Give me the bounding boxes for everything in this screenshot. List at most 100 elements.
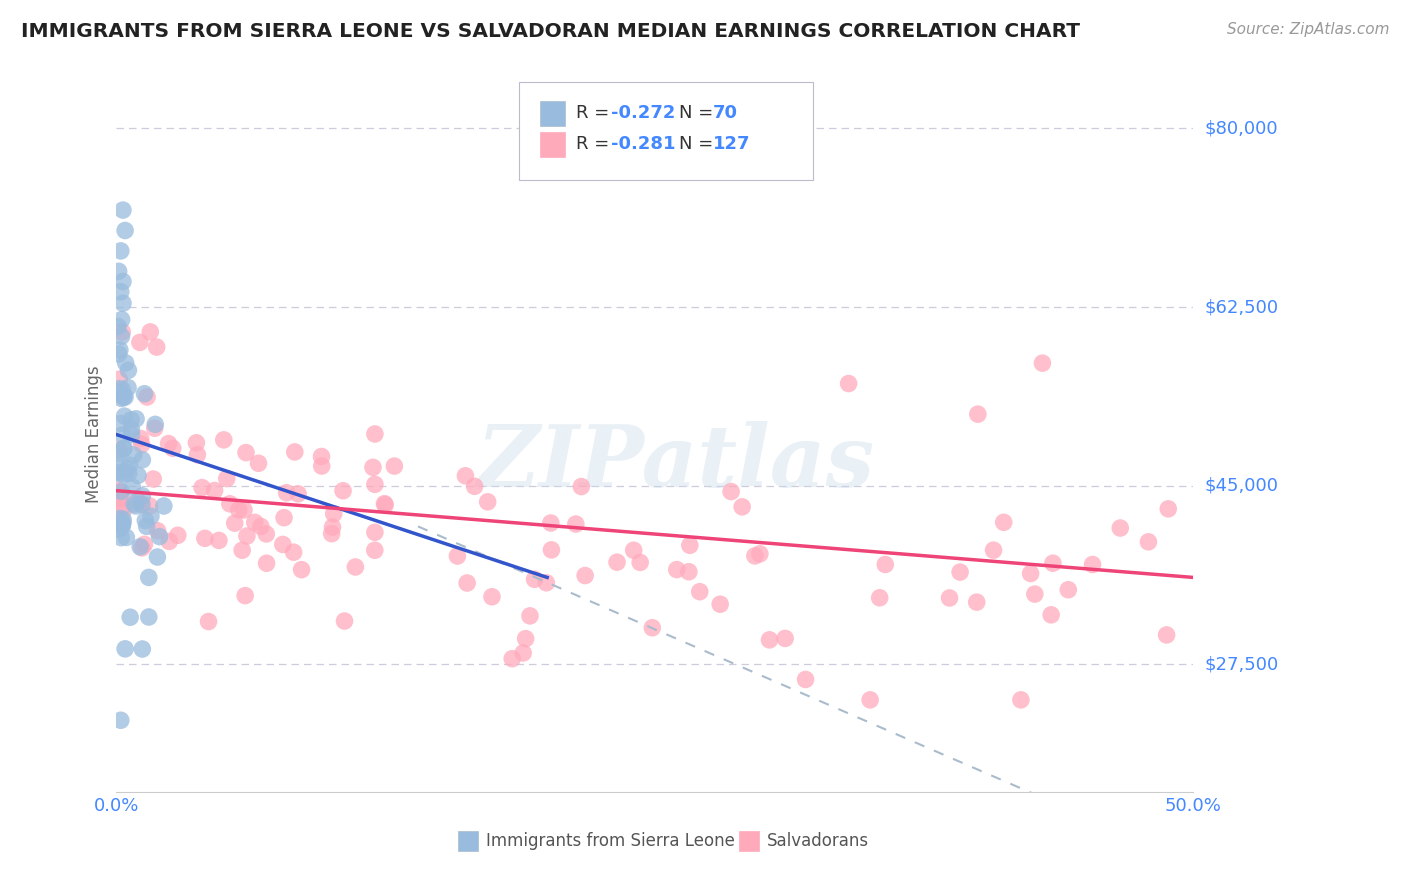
Point <box>231 543 253 558</box>
Point <box>311 450 333 464</box>
Text: 70: 70 <box>713 104 738 122</box>
Point <box>1081 558 1104 572</box>
Point <box>628 556 651 570</box>
Point <box>512 646 534 660</box>
Point <box>966 595 988 609</box>
Point <box>515 632 537 646</box>
Point <box>139 325 162 339</box>
Text: R =: R = <box>576 136 616 153</box>
Point <box>107 264 129 278</box>
Text: -0.272: -0.272 <box>612 104 676 122</box>
Text: -0.281: -0.281 <box>612 136 676 153</box>
Point <box>748 547 770 561</box>
Point <box>1057 582 1080 597</box>
Point <box>322 507 344 521</box>
Point <box>111 500 134 514</box>
Point <box>114 409 136 424</box>
Point <box>276 485 298 500</box>
Text: $80,000: $80,000 <box>1205 120 1278 137</box>
Point <box>565 516 588 531</box>
Point <box>212 433 235 447</box>
Point <box>364 543 387 558</box>
Point <box>606 555 628 569</box>
Point <box>115 530 138 544</box>
Point <box>273 510 295 524</box>
Point <box>373 497 395 511</box>
Point <box>110 285 132 299</box>
Point <box>121 480 143 494</box>
Point <box>107 319 129 334</box>
Point <box>108 343 131 357</box>
Point <box>117 380 139 394</box>
Point <box>110 392 132 406</box>
Point <box>501 651 523 665</box>
Point <box>540 516 562 530</box>
Point <box>382 459 405 474</box>
Point <box>758 632 780 647</box>
Text: IMMIGRANTS FROM SIERRA LEONE VS SALVADORAN MEDIAN EARNINGS CORRELATION CHART: IMMIGRANTS FROM SIERRA LEONE VS SALVADOR… <box>21 22 1080 41</box>
Text: N =: N = <box>679 104 718 122</box>
Point <box>125 412 148 426</box>
Point <box>121 427 143 442</box>
Point <box>966 407 988 421</box>
Point <box>1019 566 1042 581</box>
Point <box>869 591 891 605</box>
Point <box>361 460 384 475</box>
Point <box>117 461 139 475</box>
Point <box>204 483 226 498</box>
Point <box>344 560 367 574</box>
Point <box>290 563 312 577</box>
Point <box>838 376 860 391</box>
Point <box>364 525 387 540</box>
Point <box>191 481 214 495</box>
Point <box>129 540 152 554</box>
Point <box>111 325 134 339</box>
Point <box>679 538 702 552</box>
Point <box>794 673 817 687</box>
Point <box>197 615 219 629</box>
Point <box>108 522 131 536</box>
Point <box>689 584 711 599</box>
Point <box>641 621 664 635</box>
Text: R =: R = <box>576 104 616 122</box>
Point <box>112 389 135 403</box>
Point <box>117 363 139 377</box>
Point <box>131 489 153 503</box>
Point <box>111 275 134 289</box>
Point <box>215 472 238 486</box>
Point <box>464 479 486 493</box>
Point <box>110 329 132 343</box>
Point <box>110 417 132 431</box>
Point <box>143 421 166 435</box>
Point <box>139 509 162 524</box>
Point <box>108 382 131 396</box>
Point <box>107 447 129 461</box>
Point <box>118 467 141 481</box>
Point <box>131 541 153 555</box>
Point <box>254 527 277 541</box>
Point <box>136 390 159 404</box>
Point <box>665 563 688 577</box>
Point <box>131 452 153 467</box>
Point <box>134 386 156 401</box>
Point <box>875 558 897 572</box>
Point <box>1040 607 1063 622</box>
Point <box>135 519 157 533</box>
Point <box>127 468 149 483</box>
Point <box>332 483 354 498</box>
Point <box>744 549 766 563</box>
Point <box>157 534 180 549</box>
Point <box>250 519 273 533</box>
Point <box>454 468 477 483</box>
Point <box>111 519 134 533</box>
Point <box>186 448 208 462</box>
Point <box>112 512 135 526</box>
Point <box>107 465 129 479</box>
Point <box>114 467 136 482</box>
Text: $27,500: $27,500 <box>1205 655 1278 673</box>
Text: Salvadorans: Salvadorans <box>768 831 869 850</box>
Point <box>107 347 129 361</box>
Text: N =: N = <box>679 136 718 153</box>
Point <box>536 575 558 590</box>
Point <box>224 516 246 530</box>
